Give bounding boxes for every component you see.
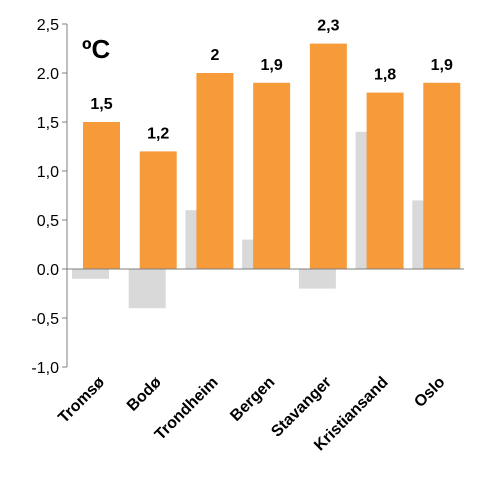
y-tick-label: 0.0: [37, 262, 59, 279]
orange-series: [83, 43, 461, 269]
y-tick-label: 2.0: [37, 66, 59, 83]
category-label: Oslo: [411, 374, 448, 411]
y-tick-label: 2,5: [37, 17, 59, 34]
y-tick-label: 1,0: [37, 164, 59, 181]
category-label: Bergen: [227, 374, 278, 425]
y-axis-ticks: 2,5 2.0 1,5 1,0 0,5 0.0 -0,5 -1,0: [31, 17, 67, 377]
data-label: 2,3: [317, 18, 339, 35]
data-label: 1,9: [261, 57, 283, 74]
bar-orange: [309, 43, 347, 269]
bar-orange: [83, 122, 120, 269]
y-tick-label: 0,5: [37, 213, 59, 230]
category-label: Tromsø: [55, 374, 108, 427]
y-tick-label: 1,5: [37, 115, 59, 132]
data-label: 1,8: [374, 67, 396, 84]
bar-orange: [253, 82, 291, 269]
data-labels: 1,5 1,2 2 1,9 2,3 1,8 1,9: [90, 18, 453, 143]
data-label: 2: [210, 47, 219, 64]
bar-gray: [128, 269, 166, 309]
category-label: Bodø: [124, 374, 165, 415]
data-label: 1,9: [431, 57, 453, 74]
unit-label: ºC: [82, 34, 110, 64]
axes: [66, 24, 464, 367]
data-label: 1,5: [90, 96, 112, 113]
bar-orange: [423, 82, 461, 269]
bar-gray: [72, 269, 109, 279]
bar-orange: [139, 151, 177, 269]
y-tick-label: -1,0: [31, 360, 59, 377]
data-label: 1,2: [147, 125, 169, 142]
bar-orange: [196, 73, 234, 269]
y-tick-label: -0,5: [31, 311, 59, 328]
bar-gray: [298, 269, 336, 289]
bar-orange: [366, 92, 404, 269]
